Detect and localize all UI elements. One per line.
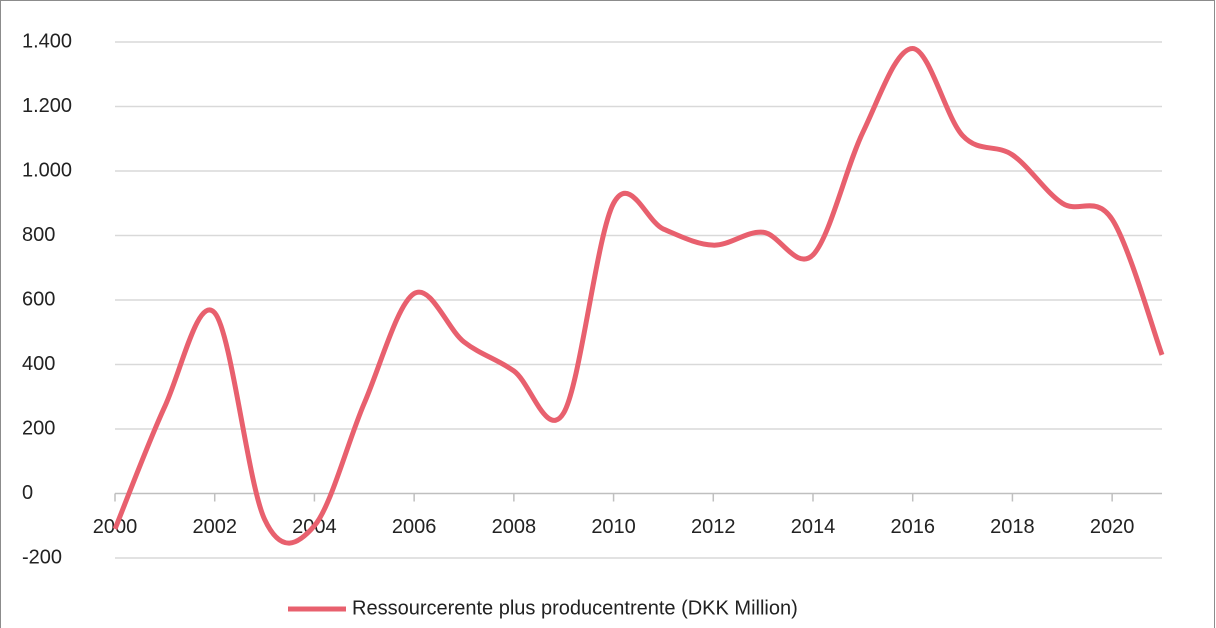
x-tick-label: 2010 (591, 516, 636, 538)
y-tick-label: -200 (22, 546, 62, 568)
x-tick-label: 2002 (192, 516, 237, 538)
y-tick-label: 600 (22, 288, 55, 310)
y-tick-label: 0 (22, 482, 33, 504)
x-tick-label: 2006 (392, 516, 437, 538)
y-tick-label: 1.200 (22, 95, 72, 117)
x-tick-label: 2018 (990, 516, 1035, 538)
x-tick-label: 2014 (791, 516, 836, 538)
y-tick-label: 1.400 (22, 30, 72, 52)
x-tick-label: 2020 (1090, 516, 1135, 538)
x-tick-label: 2008 (492, 516, 537, 538)
y-tick-label: 800 (22, 224, 55, 246)
x-tick-label: 2016 (890, 516, 935, 538)
y-tick-label: 200 (22, 417, 55, 439)
y-tick-label: 400 (22, 353, 55, 375)
x-tick-label: 2012 (691, 516, 736, 538)
legend-label: Ressourcerente plus producentrente (DKK … (352, 597, 798, 619)
data-line (112, 45, 1165, 546)
y-tick-label: 1.000 (22, 159, 72, 181)
